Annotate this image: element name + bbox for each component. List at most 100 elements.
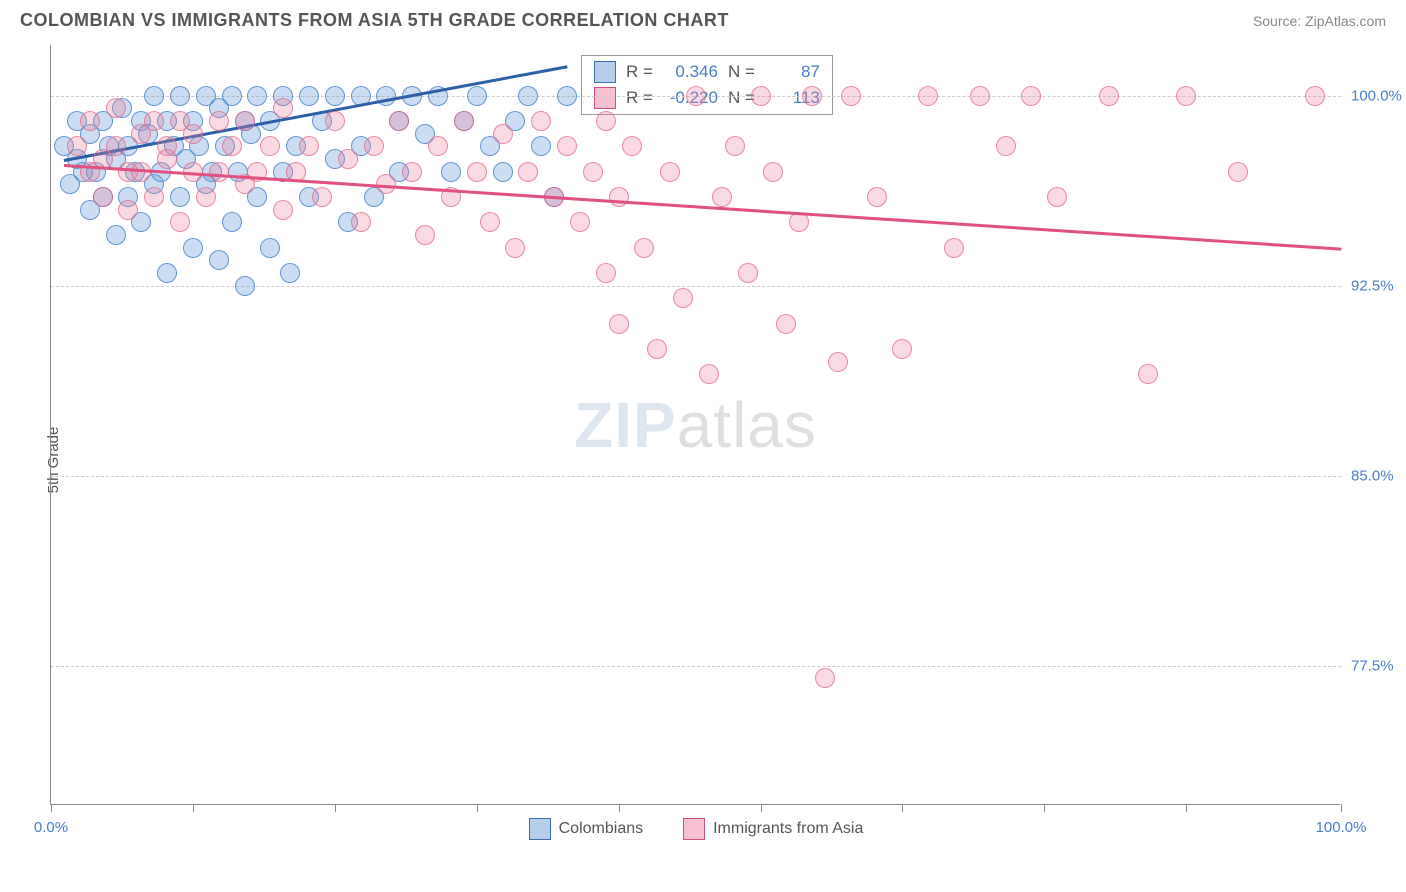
scatter-point [170,187,190,207]
scatter-point [80,111,100,131]
scatter-point [518,162,538,182]
scatter-point [325,111,345,131]
scatter-point [1228,162,1248,182]
x-tick [1186,804,1187,812]
scatter-point [273,98,293,118]
scatter-point [712,187,732,207]
scatter-point [351,212,371,232]
scatter-point [1138,364,1158,384]
scatter-point [505,238,525,258]
scatter-point [428,136,448,156]
stats-swatch [594,61,616,83]
scatter-point [260,238,280,258]
x-tick [477,804,478,812]
scatter-point [157,149,177,169]
y-tick-label: 85.0% [1351,467,1394,484]
scatter-point [596,263,616,283]
scatter-point [673,288,693,308]
stats-n-value: 87 [765,62,820,82]
scatter-point [170,86,190,106]
scatter-point [815,668,835,688]
x-tick-label: 0.0% [34,819,68,836]
x-tick [1341,804,1342,812]
scatter-point [996,136,1016,156]
scatter-point [67,136,87,156]
scatter-point [841,86,861,106]
scatter-point [647,339,667,359]
scatter-point [518,86,538,106]
stats-r-label: R = [626,88,653,108]
y-tick-label: 92.5% [1351,277,1394,294]
legend-swatch [529,818,551,840]
scatter-point [557,136,577,156]
legend-item: Immigrants from Asia [683,818,863,840]
scatter-point [531,111,551,131]
scatter-point [325,86,345,106]
scatter-point [1047,187,1067,207]
stats-row: R = 0.346 N = 87 [594,61,820,83]
scatter-point [209,250,229,270]
scatter-point [493,124,513,144]
scatter-point [1021,86,1041,106]
regression-line [64,164,1341,251]
scatter-point [299,136,319,156]
x-tick [51,804,52,812]
scatter-point [493,162,513,182]
scatter-point [364,136,384,156]
scatter-point [170,212,190,232]
legend-label: Immigrants from Asia [713,820,863,838]
scatter-point [144,187,164,207]
scatter-point [209,111,229,131]
stats-r-value: 0.346 [663,62,718,82]
stats-row: R =-0.220N =113 [594,87,820,109]
scatter-point [467,86,487,106]
scatter-point [725,136,745,156]
scatter-point [441,162,461,182]
scatter-point [531,136,551,156]
scatter-point [222,136,242,156]
scatter-point [106,225,126,245]
scatter-point [144,86,164,106]
scatter-point [660,162,680,182]
x-tick [193,804,194,812]
source-label: Source: ZipAtlas.com [1253,13,1386,29]
scatter-point [157,263,177,283]
stats-box: R = 0.346 N = 87 R =-0.220N =113 [581,55,833,115]
scatter-point [609,314,629,334]
scatter-point [93,187,113,207]
scatter-point [235,276,255,296]
watermark-thin: atlas [677,389,817,461]
scatter-point [570,212,590,232]
scatter-point [183,238,203,258]
scatter-point [106,98,126,118]
scatter-point [944,238,964,258]
scatter-point [144,111,164,131]
scatter-point [106,136,126,156]
scatter-point [596,111,616,131]
scatter-point [892,339,912,359]
scatter-point [260,136,280,156]
stats-r-label: R = [626,62,653,82]
x-tick [335,804,336,812]
scatter-point [183,124,203,144]
scatter-point [209,162,229,182]
legend-swatch [683,818,705,840]
chart-container: 5th Grade ZIPatlas R =0.346N =87R =-0.22… [50,45,1390,875]
scatter-point [467,162,487,182]
scatter-point [402,162,422,182]
scatter-point [312,187,332,207]
scatter-point [222,86,242,106]
y-tick-label: 77.5% [1351,657,1394,674]
scatter-point [686,86,706,106]
scatter-point [763,162,783,182]
stats-n-label: N = [728,62,755,82]
scatter-point [609,187,629,207]
scatter-point [118,200,138,220]
watermark: ZIPatlas [574,388,817,462]
chart-title: COLOMBIAN VS IMMIGRANTS FROM ASIA 5TH GR… [20,10,729,31]
scatter-point [699,364,719,384]
scatter-point [480,212,500,232]
scatter-point [970,86,990,106]
scatter-point [1305,86,1325,106]
gridline-h [51,476,1341,477]
